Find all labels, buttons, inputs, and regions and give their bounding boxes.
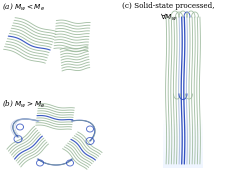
Bar xyxy=(163,164,203,168)
Text: (a) $M_w < M_e$: (a) $M_w < M_e$ xyxy=(2,2,45,12)
Text: (c) Solid-state processed,
$\forall M_w$: (c) Solid-state processed, $\forall M_w$ xyxy=(122,2,214,23)
Text: (b) $M_w > M_e$: (b) $M_w > M_e$ xyxy=(2,99,45,109)
Bar xyxy=(163,124,203,128)
Bar xyxy=(163,152,203,156)
Bar xyxy=(163,156,203,160)
Bar xyxy=(163,132,203,136)
Bar xyxy=(163,144,203,148)
Bar xyxy=(163,140,203,144)
Bar xyxy=(163,120,203,124)
Bar xyxy=(163,148,203,152)
Bar xyxy=(163,160,203,164)
Bar xyxy=(163,136,203,140)
Bar xyxy=(163,128,203,132)
